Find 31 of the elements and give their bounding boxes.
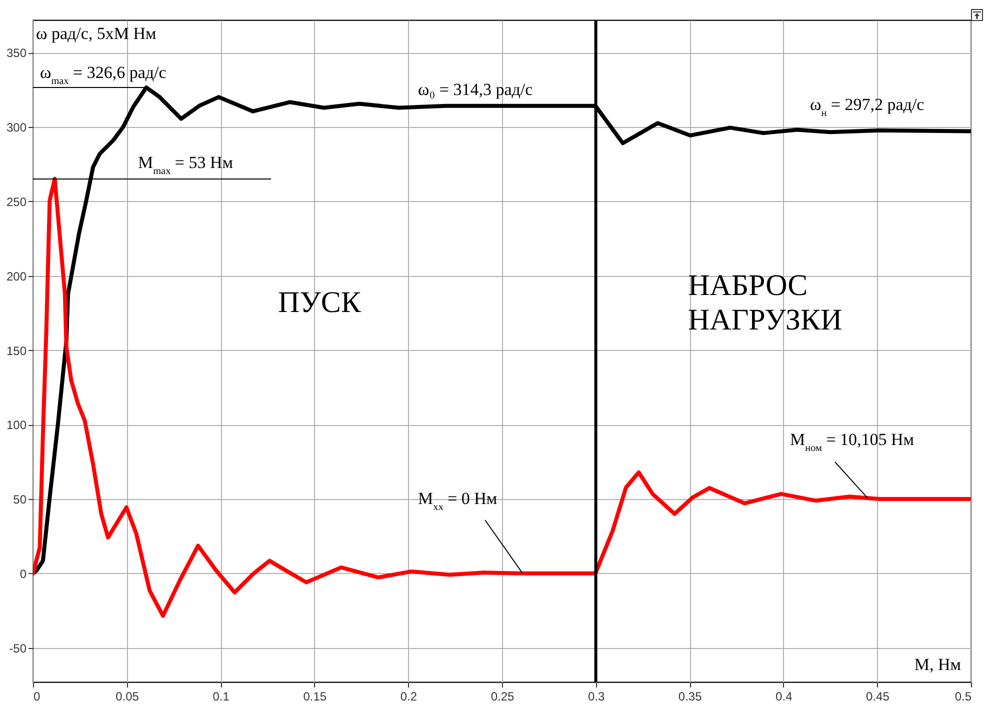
y-tick-label: 300 [6,120,27,135]
x-tick-label: 0.3 [588,690,605,704]
x-tick-label: 0.35 [678,690,702,704]
y-tick-label: 150 [6,344,27,358]
y-tick-label: 100 [6,418,27,432]
annotation: ПУСК [278,286,362,319]
y-tick-label: 0 [20,566,27,581]
annotation: ω$_{max}$ = 326,6 рад/с [40,63,167,86]
x-tick-label: 0.45 [866,690,890,704]
annotation: ω₀ = 314,3 рад/с [418,80,534,99]
annotation: М$_{ном}$ = 10,105 Нм [790,430,914,454]
y-tick-label: 200 [6,269,27,284]
x-axis-title: М, Нм [914,655,962,674]
y-tick-label: -50 [9,641,27,656]
x-tick-label: 0.5 [954,690,972,704]
x-tick-label: 0 [34,690,40,704]
annotation: НАБРОС НАГРУЗКИ [688,269,842,336]
x-tick-label: 0.25 [490,690,514,704]
y-tick-label: 50 [13,492,27,507]
annotation: ω$_{н}$ = 297,2 рад/с [810,95,925,118]
x-tick-label: 0.4 [776,690,793,704]
x-tick-label: 0.2 [400,690,418,704]
y-tick-label: 250 [6,194,27,209]
x-tick-label: 0.15 [303,690,327,704]
y-tick-label: 350 [6,46,27,60]
annotation: М$_{хх}$ = 0 Нм [418,489,498,512]
line-series [33,176,971,618]
x-tick-label: 0.05 [116,690,140,704]
y-axis-title: ω рад/с, 5xM Нм [36,24,157,43]
x-tick-label: 0.1 [212,690,230,704]
annotation: М$_{max}$ = 53 Нм [138,153,234,176]
